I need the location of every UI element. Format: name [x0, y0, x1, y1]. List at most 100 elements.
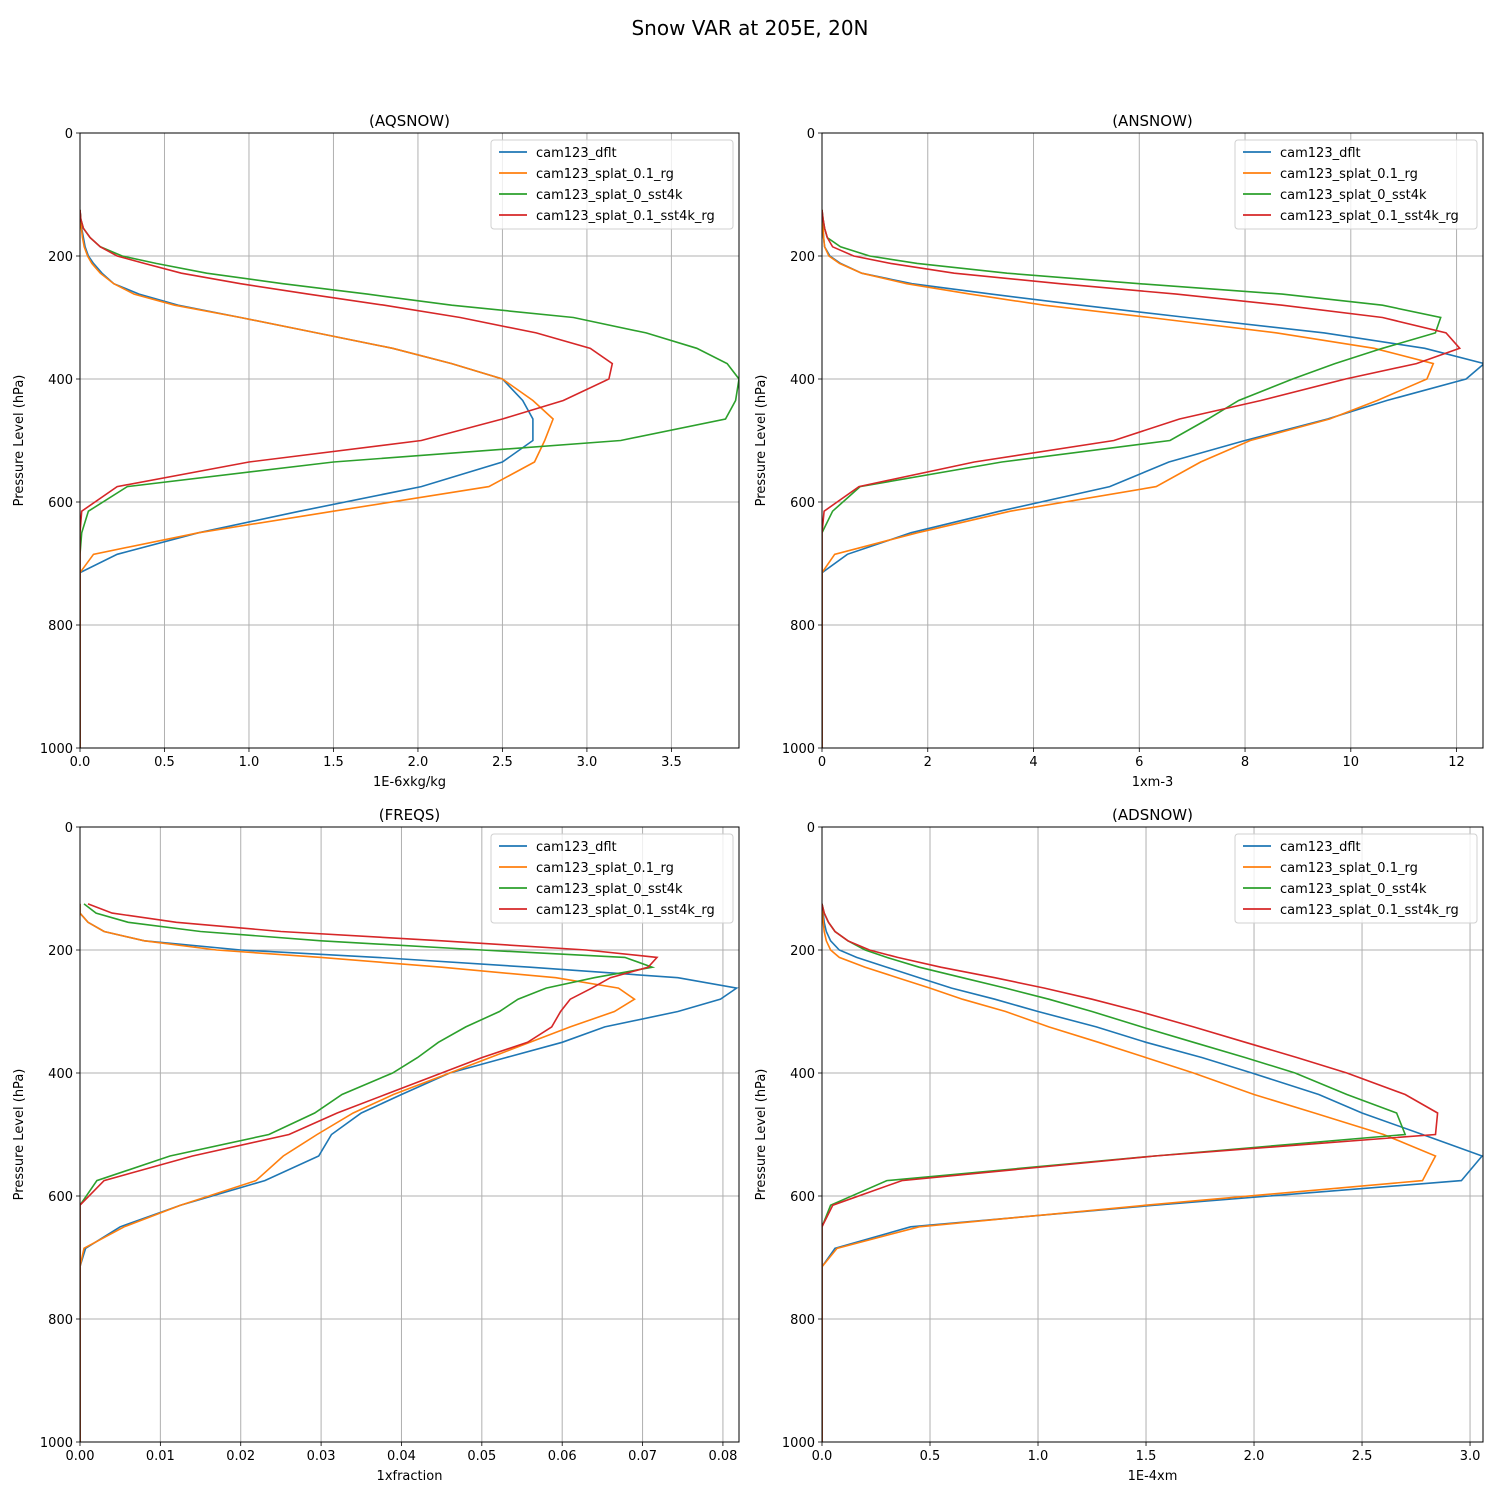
y-tick-label: 200 [48, 250, 73, 265]
x-tick-label: 0.07 [628, 1449, 657, 1464]
y-tick-label: 400 [48, 1067, 73, 1082]
x-tick-label: 0.04 [387, 1449, 416, 1464]
y-tick-label: 400 [48, 373, 73, 388]
x-tick-label: 2.5 [1352, 1449, 1373, 1464]
series-line-cam123-splat-0-1-sst4k-rg [822, 209, 1462, 748]
y-axis-label: Pressure Level (hPa) [754, 1069, 769, 1201]
legend-box [490, 833, 734, 924]
axes-frame [79, 826, 740, 1443]
legend-label: cam123_dflt [536, 146, 617, 161]
x-tick-label: 1.0 [1028, 1449, 1049, 1464]
legend: cam123_dflt cam123_splat_0.1_rg cam123_spl… [490, 139, 734, 230]
series-line-cam123-splat-0-1-rg [822, 903, 1437, 1442]
subplot-ansnow: 0 2 4 6 8 10 12 0 200 400 600 800 1000 (ANSNOW) 1xm-3 P… [754, 112, 1484, 790]
series-line-cam123-dflt [80, 903, 739, 1442]
series-line-cam123-splat-0-1-rg [80, 209, 555, 748]
legend-label: cam123_splat_0.1_sst4k_rg [536, 903, 715, 918]
y-tick-label: 200 [790, 250, 815, 265]
x-tick-label: 0.5 [154, 755, 175, 770]
axes-frame [79, 132, 740, 749]
x-axis-label: 1E-6xkg/kg [373, 775, 446, 790]
legend-box [1234, 833, 1478, 924]
x-tick-label: 12 [1448, 755, 1465, 770]
x-axis-label: 1E-4xm [1128, 1469, 1178, 1484]
x-tick-label: 0.08 [708, 1449, 737, 1464]
axes-frame [821, 132, 1484, 749]
y-tick-label: 400 [790, 373, 815, 388]
x-tick-label: 0.5 [920, 1449, 941, 1464]
subplot-freqs: 0.00 0.01 0.02 0.03 0.04 0.05 0.06 0.07 0.08 0 200… [12, 806, 740, 1484]
legend-label: cam123_splat_0.1_rg [536, 861, 674, 876]
legend-label: cam123_splat_0_sst4k [1280, 882, 1427, 897]
y-tick-label: 600 [790, 496, 815, 511]
figure-title: Snow VAR at 205E, 20N [631, 16, 869, 40]
x-tick-label: 2.0 [1244, 1449, 1265, 1464]
legend-label: cam123_splat_0_sst4k [1280, 188, 1427, 203]
y-axis-label: Pressure Level (hPa) [12, 375, 27, 507]
legend-label: cam123_splat_0.1_rg [1280, 167, 1418, 182]
y-tick-label: 800 [48, 619, 73, 634]
y-tick-label: 600 [790, 1190, 815, 1205]
legend: cam123_dflt cam123_splat_0.1_rg cam123_spl… [1234, 139, 1478, 230]
series-line-cam123-splat-0-1-sst4k-rg [80, 903, 659, 1442]
series-line-cam123-dflt [822, 903, 1483, 1442]
y-tick-label: 600 [48, 496, 73, 511]
subplot-title: (AQSNOW) [369, 112, 450, 130]
legend-label: cam123_splat_0.1_rg [536, 167, 674, 182]
subplot-title: (ADSNOW) [1112, 806, 1193, 824]
y-tick-label: 800 [790, 1313, 815, 1328]
x-tick-label: 1.5 [323, 755, 344, 770]
y-tick-label: 1000 [782, 1436, 815, 1451]
y-axis-label: Pressure Level (hPa) [754, 375, 769, 507]
series-line-cam123-splat-0-sst4k [822, 209, 1442, 748]
y-tick-label: 1000 [782, 742, 815, 757]
y-tick-label: 600 [48, 1190, 73, 1205]
subplot-title: (FREQS) [379, 806, 441, 824]
x-tick-label: 0.05 [467, 1449, 496, 1464]
subplot-adsnow: 0.0 0.5 1.0 1.5 2.0 2.5 3.0 0 200 400 600 800 1000 (A… [754, 806, 1484, 1484]
series-line-cam123-splat-0-1-rg [822, 209, 1435, 748]
x-tick-label: 0.03 [307, 1449, 336, 1464]
legend-box [490, 139, 734, 230]
subplot-title: (ANSNOW) [1112, 112, 1193, 130]
legend-label: cam123_splat_0.1_rg [1280, 861, 1418, 876]
y-tick-label: 800 [48, 1313, 73, 1328]
x-tick-label: 0.0 [70, 755, 91, 770]
x-tick-label: 2.5 [492, 755, 513, 770]
series-line-cam123-splat-0-sst4k [80, 903, 656, 1442]
x-tick-label: 0 [818, 755, 826, 770]
series-line-cam123-splat-0-1-sst4k-rg [822, 903, 1439, 1442]
legend: cam123_dflt cam123_splat_0.1_rg cam123_spl… [1234, 833, 1478, 924]
subplot-aqsnow: 0.0 0.5 1.0 1.5 2.0 2.5 3.0 3.5 0 200 400 600 800 100… [12, 112, 740, 790]
series-line-cam123-splat-0-1-sst4k-rg [80, 209, 614, 748]
series-line-cam123-splat-0-sst4k [822, 903, 1407, 1442]
series-line-cam123-dflt [80, 209, 534, 748]
y-tick-label: 400 [790, 1067, 815, 1082]
series-line-cam123-splat-0-1-rg [80, 903, 636, 1442]
y-tick-label: 1000 [40, 1436, 73, 1451]
y-tick-label: 200 [48, 944, 73, 959]
y-axis-label: Pressure Level (hPa) [12, 1069, 27, 1201]
legend-label: cam123_splat_0_sst4k [536, 882, 683, 897]
x-tick-label: 0.01 [146, 1449, 175, 1464]
series-line-cam123-dflt [822, 209, 1483, 748]
x-tick-label: 3.5 [661, 755, 682, 770]
series-line-cam123-splat-0-sst4k [80, 209, 739, 748]
legend: cam123_dflt cam123_splat_0.1_rg cam123_spl… [490, 833, 734, 924]
y-tick-label: 1000 [40, 742, 73, 757]
x-tick-label: 1.5 [1136, 1449, 1157, 1464]
x-tick-label: 2 [924, 755, 932, 770]
legend-label: cam123_splat_0.1_sst4k_rg [1280, 903, 1459, 918]
y-tick-label: 0 [65, 821, 73, 836]
y-tick-label: 0 [807, 821, 815, 836]
x-tick-label: 6 [1135, 755, 1143, 770]
legend-label: cam123_splat_0_sst4k [536, 188, 683, 203]
legend-label: cam123_splat_0.1_sst4k_rg [1280, 209, 1459, 224]
x-tick-label: 0.02 [226, 1449, 255, 1464]
axes-frame [821, 826, 1484, 1443]
y-tick-label: 0 [65, 127, 73, 142]
x-tick-label: 8 [1241, 755, 1249, 770]
x-tick-label: 1.0 [239, 755, 260, 770]
legend-box [1234, 139, 1478, 230]
